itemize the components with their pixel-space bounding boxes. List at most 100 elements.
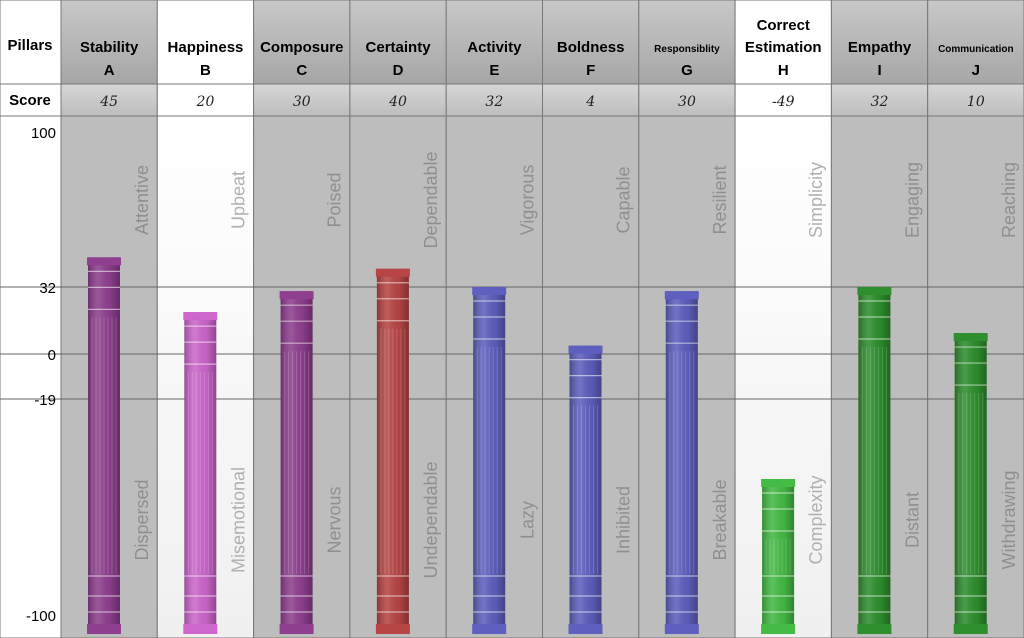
score-cell xyxy=(253,83,351,117)
pillar-bar xyxy=(953,333,988,634)
pillar-bar xyxy=(568,345,603,634)
score-cell xyxy=(445,83,544,117)
score-cell xyxy=(927,83,1024,117)
pillar-header-cell xyxy=(349,0,447,85)
pillars-header-label: Pillars xyxy=(7,37,52,54)
pillar-letter: A xyxy=(104,62,115,79)
positive-trait-label: Engaging xyxy=(902,162,922,238)
pillar-name: Certainty xyxy=(366,39,432,56)
pillar-base xyxy=(761,624,796,634)
pillar-base xyxy=(568,624,603,634)
score-value: 30 xyxy=(678,94,696,110)
pillar-name: Empathy xyxy=(848,39,912,56)
negative-trait-label: Breakable xyxy=(710,479,730,560)
pillar-letter: J xyxy=(972,62,980,79)
pillar-shading xyxy=(280,291,313,634)
score-value: 32 xyxy=(871,94,889,110)
pillar-bar xyxy=(857,287,892,634)
score-header-label: Score xyxy=(9,92,51,109)
y-tick-label: -100 xyxy=(26,608,56,625)
positive-trait-label: Upbeat xyxy=(228,171,248,229)
pillar-header-cell xyxy=(542,0,640,85)
pillar-letter: F xyxy=(586,62,595,79)
y-tick-label: 32 xyxy=(39,280,56,297)
pillar-header-cell xyxy=(734,0,832,85)
pillar-base xyxy=(375,624,410,634)
pillar-letter: G xyxy=(681,62,693,79)
pillar-capital xyxy=(664,291,699,300)
pillar-base xyxy=(664,624,699,634)
pillar-name: Happiness xyxy=(168,39,244,56)
score-cell xyxy=(60,83,158,117)
score-value: 40 xyxy=(388,94,407,110)
score-header-cell xyxy=(0,83,62,117)
positive-trait-label: Reaching xyxy=(999,162,1019,238)
score-cell xyxy=(734,83,832,117)
pillar-bar xyxy=(375,268,410,634)
negative-trait-label: Distant xyxy=(902,492,922,548)
pillar-capital xyxy=(761,479,796,487)
pillar-bar xyxy=(472,287,507,634)
pillar-capital xyxy=(375,268,410,277)
y-axis-panel xyxy=(0,115,62,638)
negative-trait-label: Lazy xyxy=(517,501,537,539)
negative-trait-label: Dispersed xyxy=(132,479,152,560)
pillar-bar xyxy=(761,479,796,634)
pillar-name-line: Estimation xyxy=(745,39,822,56)
pillar-letter: C xyxy=(296,62,307,79)
score-cell xyxy=(349,83,447,117)
score-value: 4 xyxy=(585,94,595,110)
pillar-shading xyxy=(376,268,409,634)
pillar-name: Communication xyxy=(938,44,1014,55)
pillar-letter: I xyxy=(877,62,881,79)
score-cell xyxy=(542,83,640,117)
pillar-name: Stability xyxy=(80,39,139,56)
y-tick-label: 100 xyxy=(31,125,56,142)
score-value: 10 xyxy=(967,94,985,110)
pillar-shading xyxy=(569,345,602,634)
pillar-capital xyxy=(857,287,892,295)
pillar-base xyxy=(857,624,892,634)
pillar-capital xyxy=(87,257,121,266)
pillar-shading xyxy=(665,291,698,634)
positive-trait-label: Resilient xyxy=(710,165,730,234)
y-axis-ticks: 100 32 0 -19 -100 xyxy=(26,125,56,625)
score-cell xyxy=(638,83,736,117)
negative-trait-label: Complexity xyxy=(806,475,826,564)
pillar-capital xyxy=(953,333,988,342)
pillar-capital xyxy=(183,312,218,321)
pillar-letter: E xyxy=(489,62,499,79)
score-value: 45 xyxy=(99,94,118,110)
positive-trait-label: Capable xyxy=(614,166,634,233)
pillar-letter: D xyxy=(393,62,404,79)
pillar-shading xyxy=(184,312,217,634)
negative-trait-label: Withdrawing xyxy=(999,470,1019,569)
pillar-name-line: Correct xyxy=(757,17,810,34)
pillar-base xyxy=(279,624,314,634)
pillar-header-cell xyxy=(638,0,736,85)
score-value: -49 xyxy=(772,94,795,110)
score-value: 20 xyxy=(196,94,215,110)
pillar-base xyxy=(183,624,218,634)
pillar-base xyxy=(87,624,121,634)
negative-trait-label: Nervous xyxy=(325,486,345,553)
pillar-shading xyxy=(762,479,795,634)
positive-trait-label: Poised xyxy=(325,172,345,227)
negative-trait-label: Misemotional xyxy=(228,467,248,573)
pillar-capital xyxy=(279,291,314,300)
pillar-shading xyxy=(954,333,987,634)
pillar-name: Composure xyxy=(260,39,343,56)
pillar-base xyxy=(472,624,507,634)
score-value: 32 xyxy=(485,94,503,110)
pillar-letter: H xyxy=(778,62,789,79)
pillar-bar xyxy=(664,291,699,634)
pillar-capital xyxy=(568,345,603,354)
positive-trait-label: Vigorous xyxy=(517,165,537,236)
pillar-bar xyxy=(279,291,314,634)
positive-trait-label: Simplicity xyxy=(806,162,826,238)
pillar-bars xyxy=(87,257,988,634)
pillar-capital xyxy=(472,287,507,295)
pillar-letter: B xyxy=(200,62,211,79)
